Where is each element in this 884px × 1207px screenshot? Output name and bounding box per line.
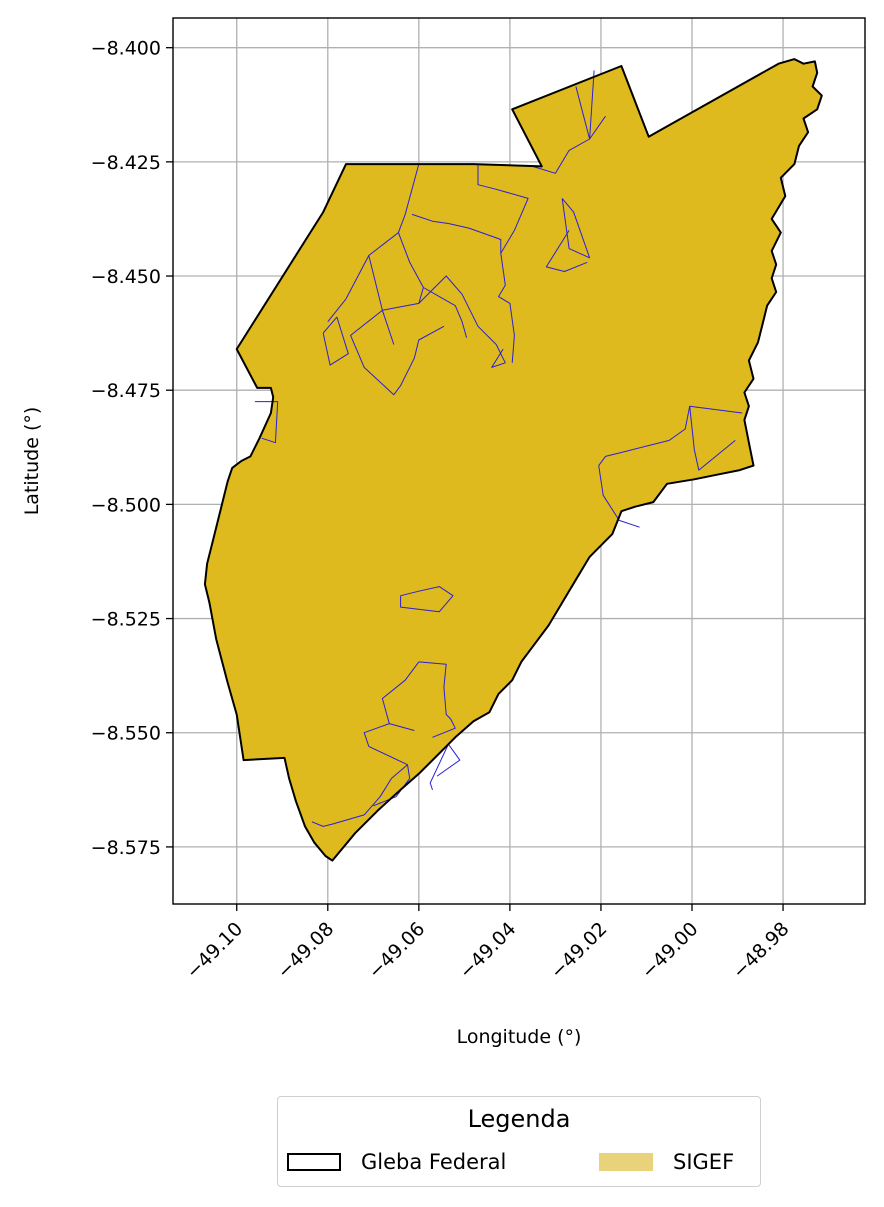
y-tick-label-3: −8.475 — [91, 380, 161, 402]
sigef-parcel-11 — [327, 298, 347, 323]
sigef-parcel-10 — [345, 255, 370, 300]
y-axis-label: Latitude (°) — [21, 407, 43, 516]
x-tick-label-2: −49.06 — [364, 918, 429, 983]
legend-swatch-filled — [599, 1153, 653, 1171]
y-tick-label-0: −8.400 — [91, 38, 161, 60]
sigef-parcel-2 — [575, 86, 591, 140]
x-tick-label-6: −48.98 — [728, 918, 793, 983]
sigef-parcel-19 — [689, 406, 736, 471]
sigef-parcel-22 — [381, 661, 420, 731]
sigef-parcel-25 — [429, 743, 449, 790]
x-tick-label-3: −49.04 — [455, 918, 520, 983]
y-tick-label-4: −8.500 — [91, 494, 161, 516]
sigef-parcel-20 — [400, 586, 454, 613]
x-tick-label-5: −49.00 — [637, 918, 702, 983]
sigef-parcel-6 — [382, 275, 506, 368]
sigef-parcel-21 — [418, 661, 456, 738]
sigef-parcel-14 — [561, 198, 591, 259]
y-tick-label-1: −8.425 — [91, 152, 161, 174]
sigef-parcel-13 — [322, 316, 349, 366]
sigef-parcel-4 — [397, 163, 468, 338]
sigef-parcel-12 — [350, 309, 445, 396]
sigef-parcel-26 — [436, 743, 461, 777]
y-tick-label-7: −8.575 — [91, 837, 161, 859]
x-tick-label-1: −49.08 — [273, 918, 338, 983]
legend-swatch-outline — [287, 1153, 341, 1171]
sigef-parcel-24 — [311, 764, 408, 827]
gleba-federal-outline — [203, 58, 823, 862]
sigef-parcel-15 — [545, 230, 588, 272]
sigef-area — [204, 59, 822, 861]
sigef-parcel-16 — [254, 401, 279, 444]
x-axis-ticks: −49.10 −49.08 −49.06 −49.04 −49.02 −49.00 −48.… — [182, 904, 794, 983]
sigef-parcel-9 — [418, 287, 424, 304]
y-axis-ticks: −8.400 −8.425 −8.450 −8.475 −8.500 −8.525 −8.5… — [91, 38, 173, 859]
sigef-parcel-3 — [589, 70, 595, 140]
legend-title: Legenda — [467, 1105, 571, 1133]
sigef-parcel-boundaries — [254, 70, 743, 827]
sigef-parcel-0 — [532, 150, 570, 174]
y-tick-label-5: −8.525 — [91, 609, 161, 631]
x-tick-label-4: −49.02 — [546, 918, 611, 983]
sigef-parcel-8 — [477, 164, 529, 254]
legend-label-gleba-federal: Gleba Federal — [361, 1150, 507, 1174]
legend-item-sigef: SIGEF — [599, 1149, 734, 1175]
sigef-parcel-5 — [368, 232, 399, 345]
legend-item-gleba-federal: Gleba Federal — [287, 1149, 506, 1175]
legend: Legenda Gleba Federal SIGEF — [277, 1096, 761, 1187]
plot-frame — [172, 17, 866, 905]
y-tick-label-2: −8.450 — [91, 266, 161, 288]
legend-label-sigef: SIGEF — [673, 1150, 735, 1174]
x-axis-label: Longitude (°) — [457, 1026, 582, 1048]
map-plot-area — [203, 58, 823, 862]
x-tick-label-0: −49.10 — [182, 918, 247, 983]
y-tick-label-6: −8.550 — [91, 723, 161, 745]
sigef-parcel-18 — [598, 465, 640, 528]
